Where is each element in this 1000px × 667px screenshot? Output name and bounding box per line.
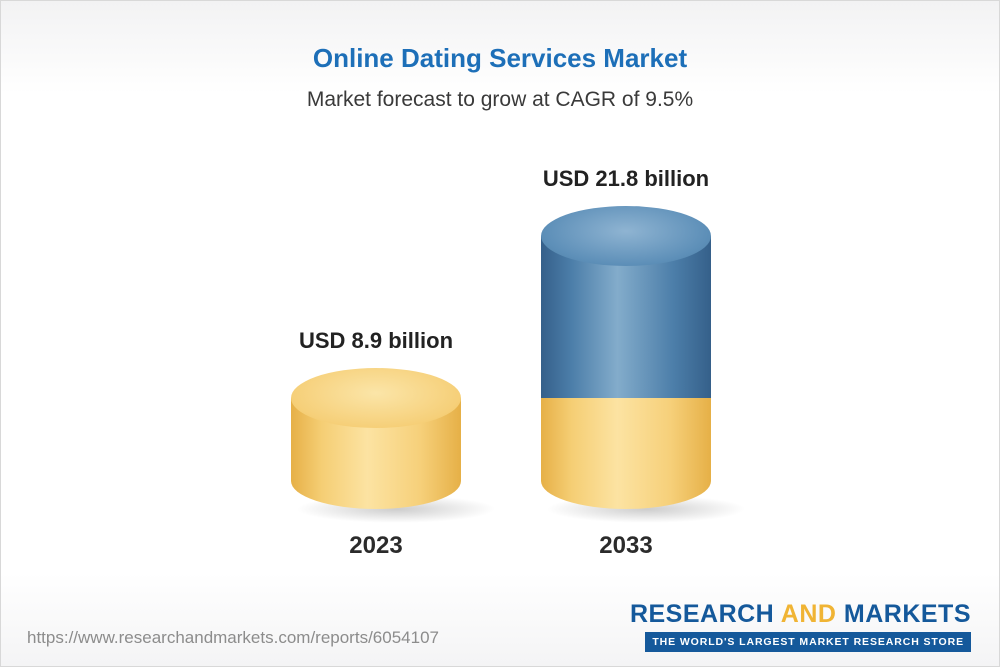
x-axis-label-2023: 2023 (349, 532, 403, 559)
x-axis-label-2033: 2033 (599, 532, 653, 559)
bar-2033-group: USD 21.8 billion (541, 166, 711, 509)
logo-markets: MARKETS (843, 600, 971, 628)
logo-research: RESEARCH (629, 600, 775, 628)
chart-title: Online Dating Services Market (312, 43, 688, 73)
bar-2033-yellow-segment (541, 398, 711, 509)
bar-2033-cylinder (541, 206, 711, 509)
bar-2023-cylinder (291, 368, 461, 509)
chart-subtitle: Market forecast to grow at CAGR of 9.5% (306, 88, 694, 111)
logo-tagline: THE WORLD'S LARGEST MARKET RESEARCH STOR… (645, 632, 971, 652)
value-label-2033: USD 21.8 billion (542, 166, 710, 191)
bar-2023-cylinder-top (291, 368, 461, 428)
brand-logo: RESEARCH AND MARKETS THE WORLD'S LARGEST… (630, 600, 971, 652)
bar-2033-cylinder-top (541, 206, 711, 266)
bar-2023-group: USD 8.9 billion (291, 328, 461, 509)
footer-url: https://www.researchandmarkets.com/repor… (27, 628, 439, 647)
brand-wordmark: RESEARCH AND MARKETS (630, 600, 971, 629)
value-label-2023: USD 8.9 billion (298, 328, 454, 353)
logo-and: AND (780, 600, 837, 628)
